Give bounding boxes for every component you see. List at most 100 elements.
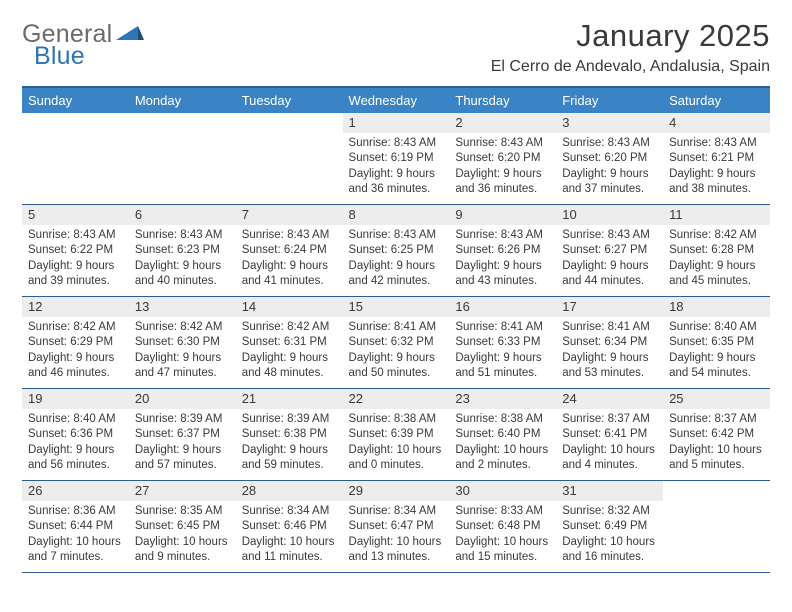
day-number: 29 [343, 481, 450, 501]
daylight-line: Daylight: 10 hours and 4 minutes. [562, 443, 657, 473]
calendar-day-cell: 27Sunrise: 8:35 AMSunset: 6:45 PMDayligh… [129, 480, 236, 572]
calendar-day-cell: 4Sunrise: 8:43 AMSunset: 6:21 PMDaylight… [663, 113, 770, 204]
calendar-day-cell: 21Sunrise: 8:39 AMSunset: 6:38 PMDayligh… [236, 388, 343, 480]
day-number: 25 [663, 389, 770, 409]
column-header: Thursday [449, 87, 556, 113]
calendar-empty-cell [663, 480, 770, 572]
sunset-line: Sunset: 6:26 PM [455, 243, 550, 258]
calendar-empty-cell [236, 113, 343, 204]
calendar-day-cell: 14Sunrise: 8:42 AMSunset: 6:31 PMDayligh… [236, 296, 343, 388]
column-header: Monday [129, 87, 236, 113]
calendar-day-cell: 24Sunrise: 8:37 AMSunset: 6:41 PMDayligh… [556, 388, 663, 480]
daylight-line: Daylight: 9 hours and 54 minutes. [669, 351, 764, 381]
day-number: 9 [449, 205, 556, 225]
day-number: 31 [556, 481, 663, 501]
sunrise-line: Sunrise: 8:38 AM [349, 412, 444, 427]
calendar-day-cell: 9Sunrise: 8:43 AMSunset: 6:26 PMDaylight… [449, 204, 556, 296]
sunset-line: Sunset: 6:34 PM [562, 335, 657, 350]
day-number: 5 [22, 205, 129, 225]
calendar-day-cell: 26Sunrise: 8:36 AMSunset: 6:44 PMDayligh… [22, 480, 129, 572]
sunset-line: Sunset: 6:48 PM [455, 519, 550, 534]
sunset-line: Sunset: 6:30 PM [135, 335, 230, 350]
sunrise-line: Sunrise: 8:38 AM [455, 412, 550, 427]
calendar-day-cell: 23Sunrise: 8:38 AMSunset: 6:40 PMDayligh… [449, 388, 556, 480]
sunrise-line: Sunrise: 8:43 AM [349, 136, 444, 151]
day-detail: Sunrise: 8:43 AMSunset: 6:20 PMDaylight:… [449, 133, 556, 204]
sunset-line: Sunset: 6:49 PM [562, 519, 657, 534]
sunset-line: Sunset: 6:24 PM [242, 243, 337, 258]
day-number: 8 [343, 205, 450, 225]
day-detail: Sunrise: 8:40 AMSunset: 6:35 PMDaylight:… [663, 317, 770, 388]
sunrise-line: Sunrise: 8:40 AM [28, 412, 123, 427]
sunset-line: Sunset: 6:29 PM [28, 335, 123, 350]
calendar-week-row: 26Sunrise: 8:36 AMSunset: 6:44 PMDayligh… [22, 480, 770, 572]
sunset-line: Sunset: 6:23 PM [135, 243, 230, 258]
sunset-line: Sunset: 6:42 PM [669, 427, 764, 442]
sunrise-line: Sunrise: 8:39 AM [135, 412, 230, 427]
daylight-line: Daylight: 9 hours and 40 minutes. [135, 259, 230, 289]
sunrise-line: Sunrise: 8:39 AM [242, 412, 337, 427]
sunset-line: Sunset: 6:22 PM [28, 243, 123, 258]
sunset-line: Sunset: 6:31 PM [242, 335, 337, 350]
daylight-line: Daylight: 9 hours and 56 minutes. [28, 443, 123, 473]
sunset-line: Sunset: 6:28 PM [669, 243, 764, 258]
calendar-day-cell: 28Sunrise: 8:34 AMSunset: 6:46 PMDayligh… [236, 480, 343, 572]
calendar-day-cell: 10Sunrise: 8:43 AMSunset: 6:27 PMDayligh… [556, 204, 663, 296]
sunrise-line: Sunrise: 8:43 AM [562, 228, 657, 243]
daylight-line: Daylight: 10 hours and 0 minutes. [349, 443, 444, 473]
day-number: 13 [129, 297, 236, 317]
day-number: 11 [663, 205, 770, 225]
day-detail: Sunrise: 8:33 AMSunset: 6:48 PMDaylight:… [449, 501, 556, 572]
day-detail: Sunrise: 8:35 AMSunset: 6:45 PMDaylight:… [129, 501, 236, 572]
sunset-line: Sunset: 6:41 PM [562, 427, 657, 442]
day-detail: Sunrise: 8:43 AMSunset: 6:20 PMDaylight:… [556, 133, 663, 204]
calendar-week-row: 1Sunrise: 8:43 AMSunset: 6:19 PMDaylight… [22, 113, 770, 204]
sunrise-line: Sunrise: 8:43 AM [455, 228, 550, 243]
day-number: 18 [663, 297, 770, 317]
sunrise-line: Sunrise: 8:43 AM [349, 228, 444, 243]
day-detail: Sunrise: 8:42 AMSunset: 6:29 PMDaylight:… [22, 317, 129, 388]
calendar-day-cell: 16Sunrise: 8:41 AMSunset: 6:33 PMDayligh… [449, 296, 556, 388]
day-detail: Sunrise: 8:42 AMSunset: 6:30 PMDaylight:… [129, 317, 236, 388]
day-number: 28 [236, 481, 343, 501]
column-header: Saturday [663, 87, 770, 113]
day-detail: Sunrise: 8:43 AMSunset: 6:24 PMDaylight:… [236, 225, 343, 296]
calendar-day-cell: 19Sunrise: 8:40 AMSunset: 6:36 PMDayligh… [22, 388, 129, 480]
sunrise-line: Sunrise: 8:40 AM [669, 320, 764, 335]
sunset-line: Sunset: 6:40 PM [455, 427, 550, 442]
sunset-line: Sunset: 6:21 PM [669, 151, 764, 166]
day-detail: Sunrise: 8:36 AMSunset: 6:44 PMDaylight:… [22, 501, 129, 572]
calendar-day-cell: 22Sunrise: 8:38 AMSunset: 6:39 PMDayligh… [343, 388, 450, 480]
day-number: 20 [129, 389, 236, 409]
sunset-line: Sunset: 6:39 PM [349, 427, 444, 442]
day-number: 26 [22, 481, 129, 501]
calendar-empty-cell [129, 113, 236, 204]
day-number: 15 [343, 297, 450, 317]
daylight-line: Daylight: 10 hours and 16 minutes. [562, 535, 657, 565]
calendar-week-row: 5Sunrise: 8:43 AMSunset: 6:22 PMDaylight… [22, 204, 770, 296]
day-number: 21 [236, 389, 343, 409]
title-location: El Cerro de Andevalo, Andalusia, Spain [491, 58, 770, 76]
sunset-line: Sunset: 6:35 PM [669, 335, 764, 350]
daylight-line: Daylight: 9 hours and 36 minutes. [349, 167, 444, 197]
calendar-day-cell: 7Sunrise: 8:43 AMSunset: 6:24 PMDaylight… [236, 204, 343, 296]
day-number: 14 [236, 297, 343, 317]
calendar-day-cell: 12Sunrise: 8:42 AMSunset: 6:29 PMDayligh… [22, 296, 129, 388]
daylight-line: Daylight: 9 hours and 47 minutes. [135, 351, 230, 381]
daylight-line: Daylight: 9 hours and 39 minutes. [28, 259, 123, 289]
sunrise-line: Sunrise: 8:34 AM [242, 504, 337, 519]
day-number: 24 [556, 389, 663, 409]
calendar-day-cell: 25Sunrise: 8:37 AMSunset: 6:42 PMDayligh… [663, 388, 770, 480]
sunrise-line: Sunrise: 8:42 AM [135, 320, 230, 335]
day-number: 19 [22, 389, 129, 409]
daylight-line: Daylight: 9 hours and 50 minutes. [349, 351, 444, 381]
sunrise-line: Sunrise: 8:36 AM [28, 504, 123, 519]
sunrise-line: Sunrise: 8:42 AM [28, 320, 123, 335]
sunrise-line: Sunrise: 8:43 AM [242, 228, 337, 243]
brand-logo-text: General Blue [22, 22, 112, 69]
sunrise-line: Sunrise: 8:43 AM [669, 136, 764, 151]
calendar-day-cell: 11Sunrise: 8:42 AMSunset: 6:28 PMDayligh… [663, 204, 770, 296]
calendar-day-cell: 18Sunrise: 8:40 AMSunset: 6:35 PMDayligh… [663, 296, 770, 388]
sunset-line: Sunset: 6:19 PM [349, 151, 444, 166]
sunrise-line: Sunrise: 8:41 AM [562, 320, 657, 335]
